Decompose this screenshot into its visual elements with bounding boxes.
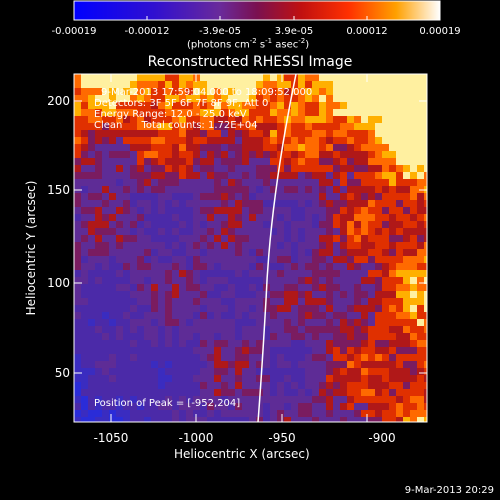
y-tick-label: 50 bbox=[54, 366, 70, 380]
x-axis-label: Heliocentric X (arcsec) bbox=[174, 447, 310, 461]
colorbar-units: (photons cm-2 s-1 asec-2) bbox=[187, 37, 310, 51]
y-axis-ticks bbox=[74, 100, 427, 374]
peak-position: Position of Peak = [-952,204] bbox=[94, 398, 241, 409]
x-tick-label: -1000 bbox=[178, 431, 214, 445]
colorbar bbox=[73, 0, 441, 21]
y-tick-label: 200 bbox=[47, 94, 70, 108]
x-tick-label: -1050 bbox=[93, 431, 129, 445]
footer-timestamp: 9-Mar-2013 20:29 bbox=[404, 485, 494, 496]
reconstructed-image bbox=[74, 74, 427, 422]
solar-limb-line bbox=[257, 74, 297, 422]
x-axis-ticks bbox=[110, 74, 368, 422]
colorbar-tick-label: 0.00019 bbox=[419, 26, 461, 37]
colorbar-tick-label: 3.9e-05 bbox=[274, 26, 314, 37]
y-axis-label: Heliocentric Y (arcsec) bbox=[24, 180, 38, 316]
y-tick-label: 150 bbox=[47, 183, 70, 197]
plot-frame bbox=[73, 73, 428, 423]
clean-total-counts: Clean Total counts: 1.72E+04 bbox=[94, 120, 258, 131]
colorbar-tick-label: 0.00012 bbox=[346, 26, 388, 37]
colorbar-tick-label: -0.00019 bbox=[51, 26, 97, 37]
energy-range: Energy Range: 12.0 - 25.0 keV bbox=[94, 109, 247, 120]
colorbar-tick-label: -3.9e-05 bbox=[199, 26, 241, 37]
colorbar-tick-label: -0.00012 bbox=[124, 26, 170, 37]
observation-time: 9-Mar-2013 17:59:04.000 to 18:09:52.000 bbox=[101, 87, 313, 98]
detectors-info: Detectors: 3F 5F 6F 7F 8F 9F, Att 0 bbox=[94, 98, 269, 109]
x-tick-label: -900 bbox=[368, 431, 396, 445]
plot-title: Reconstructed RHESSI Image bbox=[147, 54, 353, 70]
y-tick-label: 100 bbox=[47, 276, 70, 290]
x-tick-label: -950 bbox=[268, 431, 296, 445]
colorbar-ticks bbox=[73, 16, 441, 20]
